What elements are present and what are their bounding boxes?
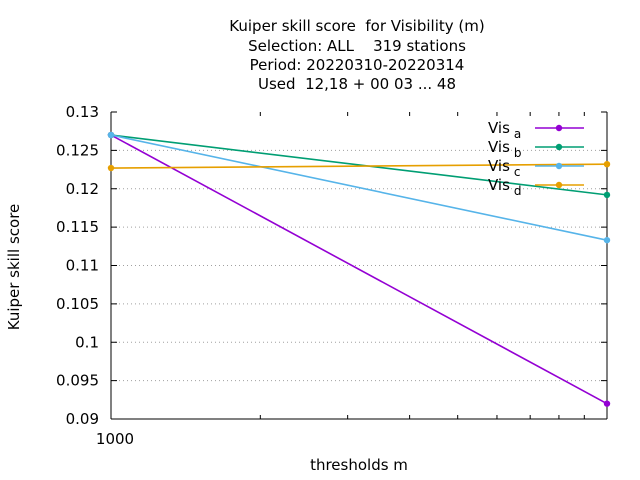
legend-label-c: Vis c — [488, 157, 521, 179]
legend-label-b: Vis b — [488, 138, 522, 160]
y-tick-label: 0.115 — [56, 218, 99, 236]
y-tick-label: 0.13 — [66, 103, 99, 121]
legend-marker-b — [555, 143, 563, 151]
y-tick-label: 0.12 — [66, 180, 99, 198]
y-axis-ticks: 0.09 0.095 0.1 0.105 0.11 0.115 0.12 0.125 0.13 — [56, 103, 607, 428]
series-line-a — [110, 134, 608, 405]
y-tick-label: 0.125 — [56, 141, 99, 159]
title-line-1: Kuiper skill score for Visibility (m) — [229, 17, 485, 35]
series-line-c — [110, 134, 608, 241]
legend-marker-d — [555, 181, 563, 189]
y-axis-label: Kuiper skill score — [5, 203, 23, 331]
data-point-c — [603, 236, 611, 244]
data-point-b — [603, 191, 611, 199]
y-tick-label: 0.1 — [75, 333, 99, 351]
y-tick-label: 0.105 — [56, 295, 99, 313]
title-line-4: Used 12,18 + 00 03 ... 48 — [258, 75, 456, 93]
series-line-d — [110, 163, 608, 169]
legend-marker-c — [555, 162, 563, 170]
series-a — [107, 131, 611, 407]
legend-label-d: Vis d — [488, 176, 522, 198]
series-c — [107, 131, 611, 244]
legend-label-a: Vis a — [488, 119, 521, 141]
x-tick-label: 1000 — [96, 430, 134, 448]
series-d — [107, 160, 611, 172]
x-axis-ticks: 1000 — [96, 112, 585, 448]
data-point-d — [603, 160, 611, 168]
series-lines — [107, 131, 611, 407]
y-tick-label: 0.095 — [56, 372, 99, 390]
y-tick-label: 0.11 — [66, 257, 99, 275]
data-point-d — [107, 164, 115, 172]
series-line-b — [110, 134, 608, 196]
data-point-a — [603, 400, 611, 407]
legend-marker-a — [555, 124, 563, 132]
y-tick-label: 0.09 — [66, 410, 99, 428]
data-point-c — [107, 131, 115, 139]
grid-lines — [111, 149, 607, 382]
x-axis-label: thresholds m — [310, 456, 408, 474]
title-line-3: Period: 20220310-20220314 — [249, 56, 465, 74]
title-line-2: Selection: ALL 319 stations — [248, 37, 466, 55]
